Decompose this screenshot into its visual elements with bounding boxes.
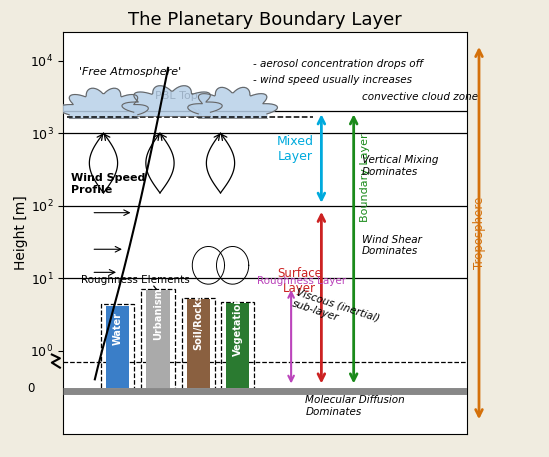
Text: Vegetation: Vegetation: [232, 296, 243, 356]
Text: Soil/Rocks: Soil/Rocks: [193, 294, 203, 351]
Text: Wind Speed
Profile: Wind Speed Profile: [71, 173, 145, 195]
Text: Roughness Layer: Roughness Layer: [257, 276, 346, 287]
Bar: [106, 306, 130, 388]
Bar: [146, 290, 170, 388]
Polygon shape: [122, 86, 222, 116]
Title: The Planetary Boundary Layer: The Planetary Boundary Layer: [128, 11, 402, 29]
Text: Mixed
Layer: Mixed Layer: [277, 135, 313, 163]
Text: Vertical Mixing
Dominates: Vertical Mixing Dominates: [362, 155, 438, 177]
Text: Viscous (inertial)
sub-layer: Viscous (inertial) sub-layer: [291, 287, 380, 335]
Text: Wind Shear
Dominates: Wind Shear Dominates: [362, 235, 422, 256]
Y-axis label: Height [m]: Height [m]: [14, 196, 27, 271]
Text: 'Free Atmosphere': 'Free Atmosphere': [79, 67, 181, 77]
Text: Roughness Elements: Roughness Elements: [81, 275, 190, 290]
Text: convective cloud zone: convective cloud zone: [362, 92, 478, 101]
Polygon shape: [59, 88, 148, 118]
Text: Troposphere: Troposphere: [473, 197, 485, 269]
Text: PBL Top: PBL Top: [155, 90, 201, 114]
Text: 0: 0: [27, 382, 35, 395]
Text: - aerosol concentration drops off: - aerosol concentration drops off: [253, 59, 423, 69]
Text: Surface
Layer: Surface Layer: [277, 267, 322, 295]
Text: - wind speed usually increases: - wind speed usually increases: [253, 74, 412, 85]
Polygon shape: [188, 87, 277, 117]
Text: Molecular Diffusion
Dominates: Molecular Diffusion Dominates: [305, 395, 405, 417]
Text: Water: Water: [113, 312, 122, 345]
Text: Boundary Layer: Boundary Layer: [360, 133, 369, 222]
Bar: [187, 299, 210, 388]
Bar: [226, 303, 249, 388]
Text: Urbanism: Urbanism: [153, 287, 163, 340]
